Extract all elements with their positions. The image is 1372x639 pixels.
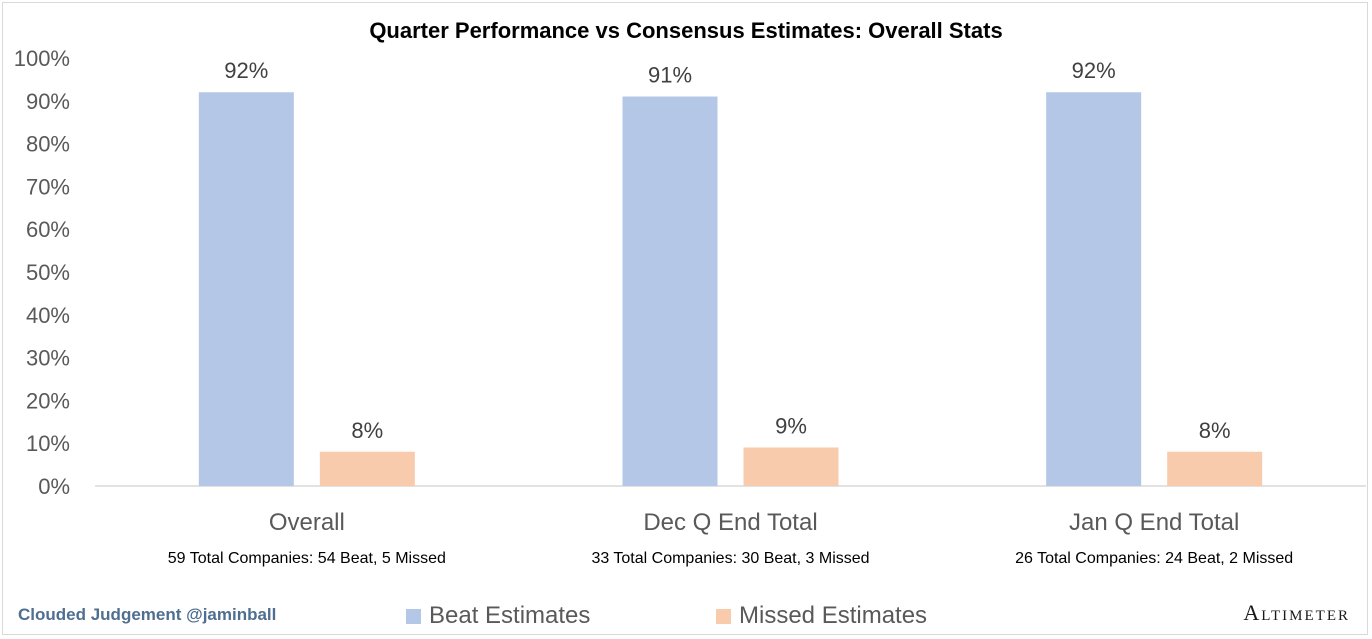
data-label: 91% bbox=[648, 63, 692, 88]
y-tick-label: 90% bbox=[26, 89, 70, 114]
category-subtitle: 26 Total Companies: 24 Beat, 2 Missed bbox=[1015, 550, 1293, 567]
legend-item-missed: Missed Estimates bbox=[716, 601, 927, 631]
legend-label-missed: Missed Estimates bbox=[739, 602, 928, 629]
bar bbox=[319, 451, 415, 486]
data-label: 8% bbox=[1199, 418, 1231, 443]
data-label: 8% bbox=[351, 418, 383, 443]
bar bbox=[198, 92, 294, 487]
legend-label-beat: Beat Estimates bbox=[429, 602, 591, 629]
data-label: 9% bbox=[775, 413, 807, 438]
bar bbox=[743, 447, 839, 486]
y-tick-label: 80% bbox=[26, 132, 70, 157]
chart-title: Quarter Performance vs Consensus Estimat… bbox=[369, 18, 1003, 43]
legend-item-beat: Beat Estimates bbox=[406, 601, 590, 631]
legend-swatch-missed bbox=[716, 608, 731, 624]
bar bbox=[1046, 92, 1142, 487]
y-tick-label: 50% bbox=[26, 260, 70, 285]
bar-chart: 0% 10% 20% 30% 40% 50% 60% 70% 80% 90% 100% 92% 8% Ov… bbox=[14, 46, 1366, 567]
y-tick-label: 40% bbox=[26, 303, 70, 328]
y-tick-label: 70% bbox=[26, 174, 70, 199]
category-subtitle: 59 Total Companies: 54 Beat, 5 Missed bbox=[168, 550, 446, 567]
data-label: 92% bbox=[224, 58, 268, 83]
watermark-text: Clouded Judgement @jaminball bbox=[18, 605, 277, 624]
bar bbox=[622, 96, 718, 487]
y-tick-label: 0% bbox=[38, 474, 70, 499]
y-tick-label: 30% bbox=[26, 346, 70, 371]
y-tick-label: 100% bbox=[14, 46, 70, 71]
bar bbox=[1167, 451, 1263, 486]
category-label: Overall bbox=[269, 509, 345, 536]
brand-logo: Altimeter bbox=[1243, 600, 1350, 625]
category-label: Jan Q End Total bbox=[1069, 509, 1239, 536]
category-label: Dec Q End Total bbox=[643, 509, 817, 536]
category-subtitle: 33 Total Companies: 30 Beat, 3 Missed bbox=[591, 550, 869, 567]
y-tick-label: 60% bbox=[26, 217, 70, 242]
legend-swatch-beat bbox=[406, 608, 421, 624]
data-label: 92% bbox=[1072, 58, 1116, 83]
y-tick-label: 20% bbox=[26, 388, 70, 413]
y-tick-label: 10% bbox=[26, 431, 70, 456]
